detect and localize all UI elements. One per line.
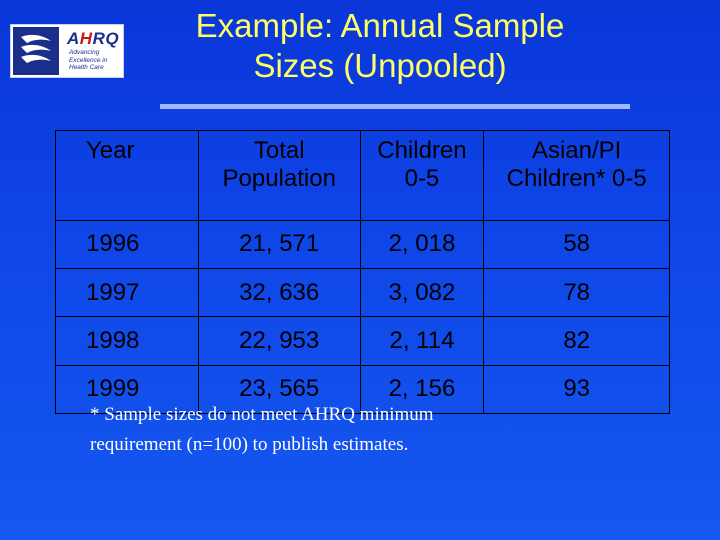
cell-total-population: 23, 565 [197,364,361,415]
header-asian-pi-children: Asian/PI Children* 0-5 [483,130,670,221]
table-row: 1999 23, 565 2, 156 93 [55,364,670,415]
table-row: 1997 32, 636 3, 082 78 [55,267,670,318]
footnote: * Sample sizes do not meet AHRQ minimum … [90,400,550,460]
cell-children-0-5: 2, 156 [359,364,485,415]
slide-title: Example: Annual Sample Sizes (Unpooled) [140,6,620,86]
header-total-population: Total Population [197,130,361,221]
logo-tagline: Advancing Excellence in Health Care [69,49,108,71]
logo-wordmark: AHRQ [67,29,120,48]
table-header-row: Year Total Population Children 0-5 Asian/P… [55,130,670,221]
cell-children-0-5: 2, 114 [359,316,485,366]
cell-asian-pi-children: 93 [483,364,670,415]
table-row: 1996 21, 571 2, 018 58 [55,219,670,269]
sample-size-table: Year Total Population Children 0-5 Asian/P… [55,130,670,415]
cell-year: 1999 [55,364,199,415]
slide-title-line2: Sizes (Unpooled) [253,47,507,84]
header-children-0-5: Children 0-5 [359,130,485,221]
cell-total-population: 21, 571 [197,219,361,269]
table-row: 1998 22, 953 2, 114 82 [55,316,670,366]
cell-year: 1996 [55,219,199,269]
title-underline [160,104,630,109]
slide-title-line1: Example: Annual Sample [195,7,565,44]
cell-year: 1997 [55,267,199,318]
footnote-line2: requirement (n=100) to publish estimates… [90,434,409,455]
cell-total-population: 32, 636 [197,267,361,318]
cell-asian-pi-children: 78 [483,267,670,318]
cell-total-population: 22, 953 [197,316,361,366]
cell-children-0-5: 3, 082 [359,267,485,318]
cell-children-0-5: 2, 018 [359,219,485,269]
ahrq-logo: AHRQ Advancing Excellence in Health Care [10,24,124,78]
footnote-line1: * Sample sizes do not meet AHRQ minimum [90,404,434,425]
cell-asian-pi-children: 58 [483,219,670,269]
hhs-eagle-icon [13,27,59,75]
header-year: Year [55,130,199,221]
cell-asian-pi-children: 82 [483,316,670,366]
cell-year: 1998 [55,316,199,366]
